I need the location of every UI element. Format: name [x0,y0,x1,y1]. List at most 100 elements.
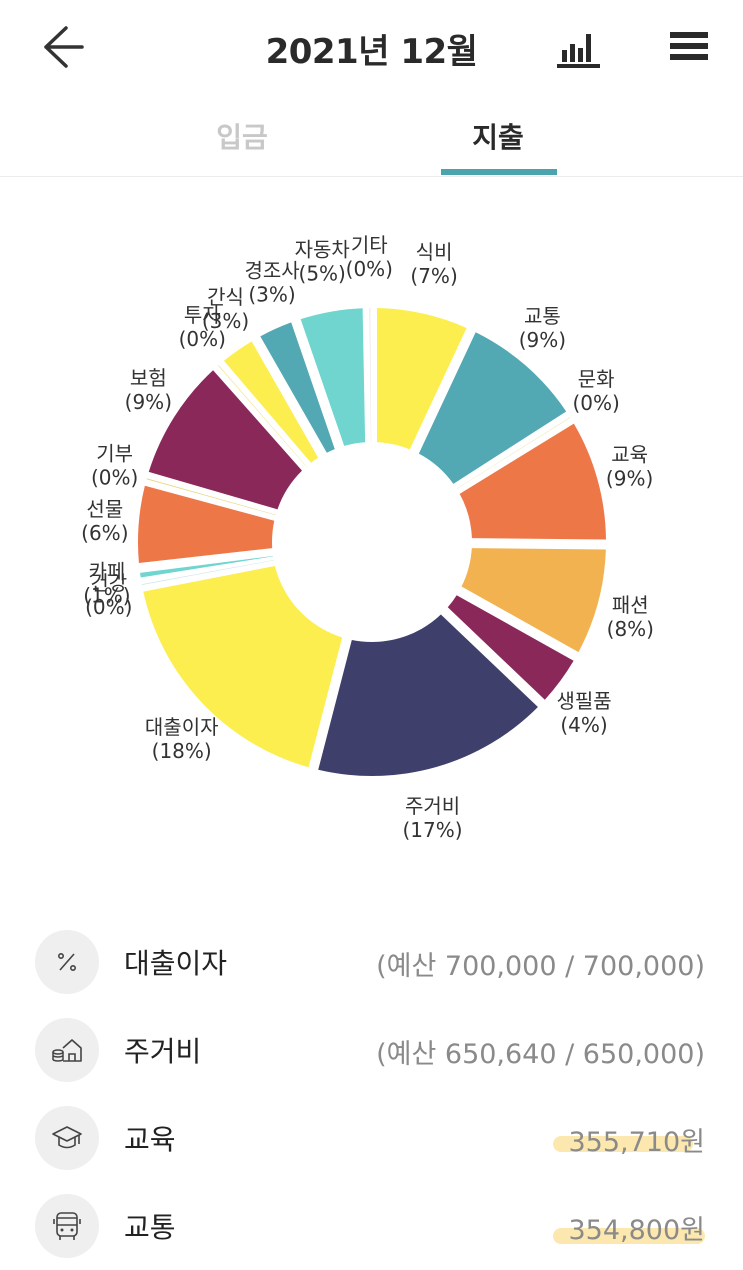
category-name: 대출이자 [124,947,228,980]
slice-label-name: 카페 [88,560,125,584]
slice-label-name: 대출이자 [145,715,219,739]
slice-label-name: 교통 [524,304,561,328]
category-name: 주거비 [124,1035,202,1068]
tab-expense[interactable]: 지출 [472,121,524,154]
slice-label: 경조사(3%) [244,258,299,306]
slice-label: 기타(0%) [346,233,393,281]
slice-label-percent: (3%) [248,282,295,306]
category-icon-circle [35,1106,99,1170]
slice-간식[interactable] [223,341,319,463]
slice-카페[interactable] [140,555,274,578]
header: 2021년 12월 [0,0,743,95]
slice-label-name: 자동차 [295,237,350,261]
slice-생필품[interactable] [447,595,574,700]
slice-기타[interactable] [369,308,372,443]
amount-highlight [553,1228,705,1244]
slice-label-name: 건강 [90,571,127,595]
slice-label-name: 패션 [612,593,649,617]
amount-highlight [553,1136,693,1152]
category-amount: 355,710원 [568,1127,706,1158]
slice-교육[interactable] [459,423,606,540]
category-amount: 354,800원 [568,1215,706,1246]
list-item[interactable]: 대출이자 (예산 700,000 / 700,000) [0,918,743,1006]
slice-label-percent: (0%) [85,595,132,619]
slice-교통[interactable] [418,332,567,484]
slice-label-name: 기부 [96,442,133,466]
slice-label-name: 경조사 [244,258,299,282]
category-icon-circle [35,930,99,994]
slice-label: 선물(6%) [81,497,128,545]
slice-label-name: 교육 [611,443,648,467]
expense-donut-chart: 식비 (7%) 교통 (9%) 문화 (0%) 교육 (9%) 패션 (8%) 생필품 (4%) 주거비… [0,180,743,880]
slice-label-name: 선물 [86,497,123,521]
active-tab-indicator [441,169,557,175]
slice-label-name: 생필품 [556,689,611,713]
statistics-button[interactable] [552,24,604,70]
slice-label-percent: (3%) [202,309,249,333]
list-item[interactable]: 교통 354,800원 [0,1182,743,1270]
slice-label-percent: (9%) [519,328,566,352]
slice-label-percent: (8%) [607,617,654,641]
slice-투자[interactable] [218,365,307,467]
slice-label-name: 투자 [184,303,221,327]
slice-label: 기부(0%) [91,442,138,490]
slice-label-name: 기타 [351,233,388,257]
category-name: 교육 [124,1123,176,1156]
slice-label: 패션(8%) [607,593,654,641]
slice-식비[interactable] [376,308,467,450]
slice-경조사[interactable] [260,322,335,453]
category-amount: (예산 700,000 / 700,000) [376,951,705,982]
slice-label-percent: (18%) [152,739,212,763]
slice-label-percent: (0%) [572,391,619,415]
back-button[interactable] [36,22,90,72]
arrow-left-icon [44,26,84,68]
slice-label-name: 문화 [578,367,615,391]
slice-label: 건강(0%) [85,571,132,619]
percent-icon [58,953,76,971]
menu-button[interactable] [666,26,712,66]
slice-선물[interactable] [138,485,275,563]
slice-label: 보험(9%) [125,366,172,414]
slice-label-percent: (4%) [560,713,607,737]
slice-label: 교육(9%) [606,443,653,491]
slice-label: 간식(3%) [202,285,249,333]
slice-기부[interactable] [146,478,276,516]
slice-label-name: 간식 [207,285,244,309]
bar-chart-icon [557,34,600,68]
graduation-cap-icon [52,1126,82,1149]
slice-자동차[interactable] [300,308,366,446]
house-coins-icon [52,1039,82,1062]
slice-label-percent: (5%) [299,261,346,285]
slice-label: 식비(7%) [410,240,457,288]
slice-label-name: 식비 [416,240,453,264]
slice-건강[interactable] [141,559,274,586]
slice-문화[interactable] [456,417,571,489]
slice-label: 문화(0%) [572,367,619,415]
slice-label-percent: (0%) [91,466,138,490]
slice-주거비[interactable] [318,614,538,776]
tab-income[interactable]: 입금 [216,121,268,154]
slice-label-percent: (7%) [410,264,457,288]
slice-label-name: 보험 [130,366,167,390]
slice-패션[interactable] [461,548,606,653]
slice-label-percent: (1%) [83,584,130,608]
list-item[interactable]: 주거비 (예산 650,640 / 650,000) [0,1006,743,1094]
slice-label-percent: (17%) [403,818,463,842]
list-item[interactable]: 교육 355,710원 [0,1094,743,1182]
slice-label-name: 주거비 [405,794,460,818]
slice-label: 교통(9%) [519,304,566,352]
bus-icon [53,1212,81,1240]
slice-label: 투자(0%) [179,303,226,351]
slice-보험[interactable] [148,370,303,510]
slice-label-percent: (0%) [179,327,226,351]
slice-label-percent: (9%) [606,467,653,491]
category-amount: (예산 650,640 / 650,000) [376,1039,705,1070]
hamburger-menu-icon [670,32,708,60]
category-icon-circle [35,1194,99,1258]
slice-label-percent: (0%) [346,257,393,281]
category-name: 교통 [124,1211,176,1244]
category-icon-circle [35,1018,99,1082]
slice-label: 주거비(17%) [403,794,463,842]
slice-대출이자[interactable] [143,565,343,768]
slice-label-percent: (9%) [125,390,172,414]
